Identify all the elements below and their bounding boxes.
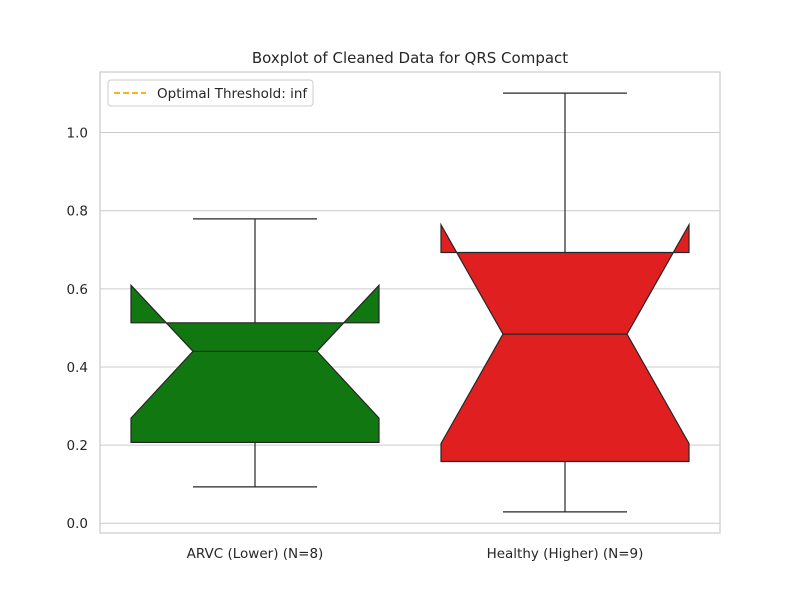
chart-title: Boxplot of Cleaned Data for QRS Compact <box>252 49 568 67</box>
y-tick-label: 0.0 <box>67 516 88 532</box>
x-tick-label: ARVC (Lower) (N=8) <box>187 546 324 562</box>
y-tick-label: 0.6 <box>67 282 88 298</box>
y-tick-label: 0.4 <box>67 360 88 376</box>
y-tick-labels: 0.0 0.2 0.4 0.6 0.8 1.0 <box>67 126 88 533</box>
y-tick-label: 1.0 <box>67 126 88 142</box>
box-group <box>440 92 690 513</box>
boxes-layer <box>130 92 690 513</box>
box-group <box>130 218 380 488</box>
legend: Optimal Threshold: inf <box>107 79 314 107</box>
x-tick-label: Healthy (Higher) (N=9) <box>487 546 644 562</box>
legend-label: Optimal Threshold: inf <box>157 86 308 102</box>
box-body <box>130 283 380 443</box>
legend-frame <box>107 79 314 107</box>
y-tick-label: 0.8 <box>67 204 88 220</box>
plot-frame <box>99 71 721 534</box>
y-tick-label: 0.2 <box>67 438 88 454</box>
box-body <box>440 222 690 463</box>
x-tick-labels: ARVC (Lower) (N=8) Healthy (Higher) (N=9) <box>187 546 644 562</box>
